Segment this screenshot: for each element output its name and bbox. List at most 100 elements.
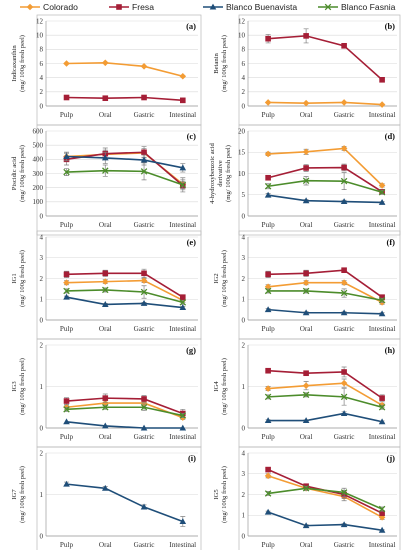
data-point	[102, 270, 109, 277]
series-line	[267, 166, 383, 193]
data-point	[63, 406, 70, 413]
y-tick-label: 1	[40, 491, 44, 499]
series-line	[267, 511, 383, 531]
y-tick-label: 0	[40, 316, 44, 324]
y-axis-label: (mg/ 100g fresh peel)	[19, 466, 26, 523]
y-tick-label: 6	[40, 60, 44, 68]
series-fresa	[265, 366, 385, 402]
data-point	[340, 99, 348, 106]
panel-border	[238, 124, 401, 236]
panel-j: 0 1 2 3 4 Pulp Oral Gastric Intestinal IG5 (mg/ 10…	[213, 446, 401, 550]
series-line	[268, 290, 383, 302]
x-tick-label: Oral	[300, 325, 313, 333]
series-fresa	[265, 163, 385, 195]
series-blanco-fasnia	[63, 162, 187, 193]
x-tick-label: Pulp	[262, 325, 276, 333]
y-tick-label: 2	[40, 275, 44, 283]
data-point	[179, 424, 187, 431]
y-axis-label: (mg/ 100g fresh peel)	[221, 358, 228, 415]
data-point	[141, 270, 147, 277]
data-point	[340, 177, 348, 185]
series-fresa	[63, 268, 186, 300]
x-tick-label: Pulp	[262, 221, 276, 229]
y-tick-label: 2	[242, 88, 246, 96]
data-point	[264, 417, 272, 424]
data-point	[379, 395, 385, 401]
data-point	[63, 287, 70, 295]
x-tick-label: Pulp	[262, 541, 276, 549]
data-point	[264, 150, 272, 158]
series-line	[66, 272, 184, 298]
y-tick-label: 1	[40, 296, 44, 304]
y-axis-label: (mg/ 100g fresh peel)	[19, 145, 26, 202]
x-tick-label: Oral	[99, 541, 112, 549]
data-point	[141, 149, 147, 156]
data-point	[264, 393, 272, 401]
data-point	[63, 94, 70, 101]
y-tick-label: 2	[40, 449, 44, 457]
y-tick-label: 1	[40, 383, 44, 391]
x-tick-label: Gastric	[134, 221, 155, 229]
data-point	[302, 382, 310, 389]
data-point	[63, 271, 70, 278]
series-line	[66, 483, 184, 523]
series-line	[66, 279, 184, 302]
y-tick-label: 12	[238, 17, 246, 25]
data-point	[140, 277, 148, 284]
data-point	[378, 526, 386, 533]
y-axis-label: IG7	[11, 489, 18, 500]
x-tick-label: Intestinal	[169, 325, 196, 333]
y-tick-label: 12	[36, 17, 44, 25]
data-point	[302, 309, 310, 316]
panel-border	[36, 338, 202, 448]
y-tick-label: 5	[242, 191, 246, 199]
data-point	[180, 294, 186, 300]
x-tick-label: Gastric	[334, 111, 355, 119]
series-line	[66, 402, 184, 419]
legend-marker-colorado	[26, 3, 34, 11]
y-tick-label: 2	[40, 341, 44, 349]
series-line	[267, 179, 383, 193]
series-line	[66, 406, 183, 417]
legend-marker-fresa	[116, 4, 122, 10]
data-point	[302, 417, 310, 424]
panel-border	[36, 14, 202, 126]
series-line	[268, 147, 383, 186]
panel-label: (a)	[186, 21, 196, 31]
data-point	[302, 391, 310, 399]
data-point	[141, 396, 147, 402]
y-axis-label: (mg/ 100g fresh peel)	[225, 145, 232, 202]
y-tick-label: 2	[242, 341, 246, 349]
data-point	[303, 370, 309, 377]
data-point	[264, 306, 272, 313]
x-tick-label: Oral	[99, 325, 112, 333]
x-tick-label: Oral	[99, 221, 112, 229]
series-line	[66, 96, 183, 102]
y-tick-label: 0	[40, 212, 44, 220]
data-point	[63, 480, 70, 487]
panel-border	[238, 14, 401, 126]
panel-border	[238, 446, 401, 550]
data-point	[378, 418, 386, 425]
data-point	[340, 489, 348, 496]
data-point	[341, 369, 347, 375]
data-point	[340, 410, 348, 416]
panel-b: 0 2 4 6 8 10 12 Pulp Oral Gastric Intestinal Betani…	[213, 14, 401, 126]
series-line	[66, 155, 183, 169]
legend-label-colorado: Colorado	[43, 2, 78, 12]
x-tick-label: Oral	[300, 111, 313, 119]
series-blanco-buenavista	[264, 508, 386, 533]
series-line	[268, 412, 383, 423]
data-point	[180, 97, 186, 104]
y-tick-label: 10	[238, 170, 246, 178]
y-axis-label: (mg/ 100g fresh peel)	[221, 466, 228, 523]
y-tick-label: 100	[33, 198, 44, 206]
x-tick-label: Intestinal	[169, 221, 196, 229]
series-line	[268, 35, 383, 81]
x-tick-label: Gastric	[334, 221, 355, 229]
y-tick-label: 500	[33, 142, 44, 150]
panel-d: 0 5 10 15 20 Pulp Oral Gastric Intestinal 4-hydro…	[209, 124, 401, 236]
x-tick-label: Intestinal	[369, 433, 396, 441]
series-line	[268, 487, 383, 510]
panel-g: 0 1 2 Pulp Oral Gastric Intestinal IG3 (mg/ 100g…	[11, 338, 202, 448]
